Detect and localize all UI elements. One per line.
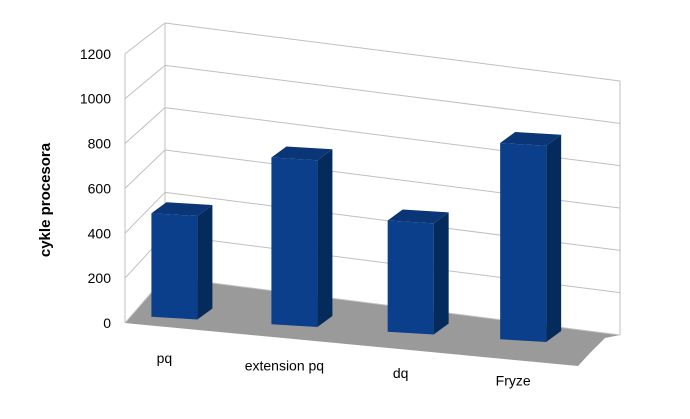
bar-front bbox=[500, 143, 547, 343]
gridline-left bbox=[124, 64, 166, 100]
bar-front bbox=[387, 220, 434, 335]
bar-top bbox=[151, 202, 213, 216]
x-category-label: extension pq bbox=[245, 357, 324, 373]
x-category-labels: pq extension pq dq Fryze bbox=[157, 350, 531, 389]
bar-front bbox=[271, 157, 318, 328]
floor-plane bbox=[125, 277, 620, 366]
bar-side bbox=[197, 204, 213, 320]
bar-side bbox=[546, 134, 562, 343]
y-tick-label: 0 bbox=[103, 315, 111, 331]
x-category-label: pq bbox=[157, 350, 173, 366]
gridline-back bbox=[164, 22, 621, 82]
x-category-label: dq bbox=[393, 365, 409, 381]
bar-top bbox=[387, 209, 449, 224]
bar-top bbox=[271, 146, 333, 161]
y-tick-label: 1000 bbox=[80, 91, 111, 107]
bar-side bbox=[433, 212, 449, 335]
bar-top bbox=[500, 132, 562, 146]
gridline-left bbox=[124, 107, 166, 144]
x-category-label: Fryze bbox=[496, 372, 531, 388]
y-tick-label: 1200 bbox=[80, 46, 111, 62]
y-tick-label: 200 bbox=[88, 270, 112, 286]
y-tick-label: 400 bbox=[88, 225, 112, 241]
gridline-left bbox=[124, 149, 166, 189]
gridline-back bbox=[164, 64, 621, 124]
bars bbox=[151, 132, 562, 343]
y-tick-label: 600 bbox=[88, 180, 112, 196]
y-tick-labels: 0 200 400 600 800 1000 1200 bbox=[80, 46, 111, 331]
chart-floor bbox=[125, 277, 620, 366]
bar-side bbox=[317, 149, 333, 328]
y-tick-label: 800 bbox=[88, 136, 112, 152]
gridline-left bbox=[124, 191, 166, 234]
bar-front bbox=[151, 213, 198, 320]
y-axis-title: cykle procesora bbox=[37, 142, 54, 257]
gridline-left bbox=[124, 22, 166, 55]
